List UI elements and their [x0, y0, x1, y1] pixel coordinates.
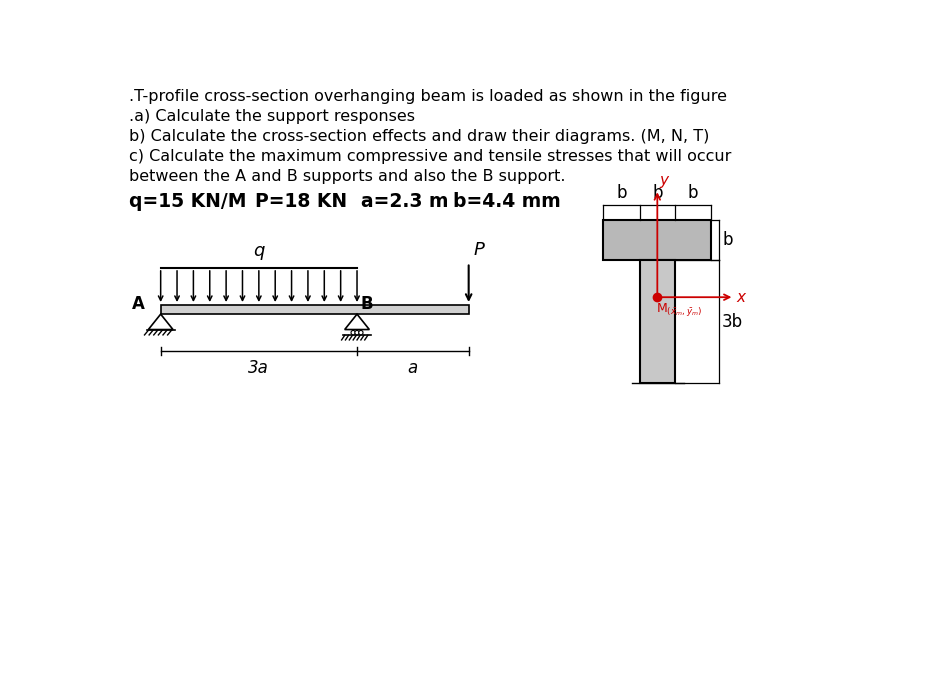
Polygon shape	[148, 314, 172, 330]
Text: b: b	[721, 231, 731, 249]
Text: 3b: 3b	[721, 313, 743, 331]
Text: b: b	[652, 184, 662, 202]
Circle shape	[350, 330, 355, 335]
Text: b=4.4 mm: b=4.4 mm	[452, 192, 561, 211]
Text: b: b	[687, 184, 698, 202]
Polygon shape	[344, 314, 369, 330]
Text: .a) Calculate the support responses: .a) Calculate the support responses	[129, 109, 414, 124]
Text: y: y	[659, 173, 668, 188]
Text: b: b	[616, 184, 626, 202]
Text: between the A and B supports and also the B support.: between the A and B supports and also th…	[129, 169, 565, 184]
Text: P=18 KN: P=18 KN	[255, 192, 347, 211]
Text: x: x	[736, 290, 744, 305]
Bar	[160, 305, 468, 314]
FancyBboxPatch shape	[639, 260, 674, 384]
Text: a=2.3 m: a=2.3 m	[361, 192, 448, 211]
Circle shape	[354, 330, 359, 335]
Text: q=15 KN/M: q=15 KN/M	[129, 192, 247, 211]
Text: B: B	[360, 294, 373, 313]
Text: A: A	[133, 294, 146, 313]
Circle shape	[359, 330, 362, 335]
FancyBboxPatch shape	[603, 220, 710, 260]
Text: a: a	[407, 359, 417, 377]
Text: 3a: 3a	[248, 359, 269, 377]
Text: P: P	[473, 241, 484, 260]
Text: .T-profile cross-section overhanging beam is loaded as shown in the figure: .T-profile cross-section overhanging bea…	[129, 89, 727, 104]
Text: $\mathsf{M}_{(\bar{x}_m,\bar{y}_m)}$: $\mathsf{M}_{(\bar{x}_m,\bar{y}_m)}$	[655, 301, 702, 318]
Text: b) Calculate the cross-section effects and draw their diagrams. (M, N, T): b) Calculate the cross-section effects a…	[129, 129, 709, 144]
Text: q: q	[253, 242, 264, 260]
Text: c) Calculate the maximum compressive and tensile stresses that will occur: c) Calculate the maximum compressive and…	[129, 150, 730, 165]
